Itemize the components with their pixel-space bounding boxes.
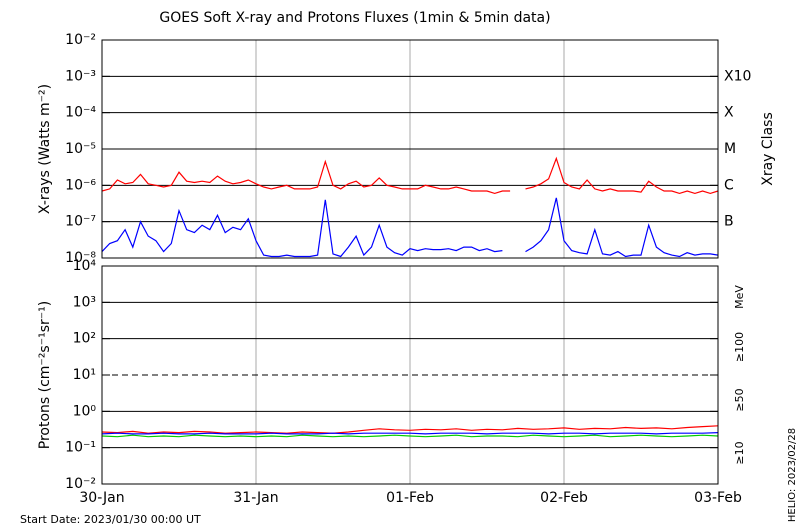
y-tick-label: 10⁴ (73, 258, 97, 274)
data-line (101, 197, 719, 258)
x-tick-label: 03-Feb (694, 490, 742, 506)
y-tick-label: 10³ (73, 294, 96, 310)
y2-axis-title: Xray Class (760, 112, 776, 186)
y-tick-label: 10⁻² (65, 32, 96, 48)
data-line (101, 434, 719, 438)
data-line (101, 432, 719, 435)
y-tick-label: 10⁻³ (65, 68, 96, 84)
y-tick-label: 10⁻⁵ (65, 141, 96, 157)
y-tick-label: 10⁻⁸ (65, 250, 96, 266)
credit: HELIO: 2023/02/28 (787, 428, 798, 522)
data-line (101, 425, 719, 434)
y-tick-label: 10⁻¹ (65, 440, 96, 456)
y-tick-label: 10⁻² (65, 476, 96, 492)
x-tick-label: 02-Feb (540, 490, 588, 506)
y-tick-label: 10⁻⁶ (65, 177, 96, 193)
data-line (101, 156, 719, 195)
plot-frame (101, 39, 719, 259)
x-tick-label: 30-Jan (79, 490, 124, 506)
legend-label: ≥10 (733, 441, 746, 464)
y2-tick-label: X (724, 105, 734, 121)
x-tick-label: 01-Feb (386, 490, 434, 506)
y2-tick-label: X10 (724, 68, 751, 84)
y-axis-title: X-rays (Watts m⁻²) (37, 84, 53, 214)
y-tick-label: 10⁰ (73, 403, 97, 419)
y2-tick-label: M (724, 141, 736, 157)
y-tick-label: 10⁻⁷ (65, 214, 96, 230)
legend-label: ≥50 (733, 388, 746, 411)
y-tick-label: 10² (73, 331, 96, 347)
x-tick-label: 31-Jan (233, 490, 278, 506)
plot-frame (101, 265, 719, 485)
y2-tick-label: C (724, 177, 734, 193)
chart-title: GOES Soft X-ray and Protons Fluxes (1min… (159, 10, 550, 26)
y-tick-label: 10⁻⁴ (65, 105, 96, 121)
y2-tick-label: B (724, 214, 734, 230)
y-axis-title: Protons (cm⁻²s⁻¹sr⁻¹) (37, 301, 53, 450)
unit-label: MeV (733, 285, 746, 309)
footer: Start Date: 2023/01/30 00:00 UT (20, 513, 201, 526)
y-tick-label: 10¹ (73, 367, 96, 383)
legend-label: ≥100 (733, 332, 746, 362)
